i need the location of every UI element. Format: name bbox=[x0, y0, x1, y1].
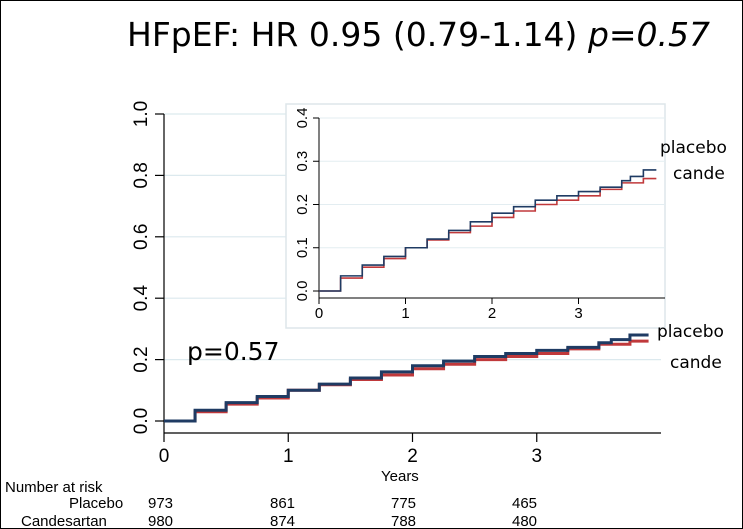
risk-placebo-3: 465 bbox=[512, 495, 538, 512]
risk-row-label-placebo: Placebo bbox=[69, 495, 124, 512]
risk-candesartan-2: 788 bbox=[391, 513, 417, 529]
main-label-placebo: placebo bbox=[657, 322, 724, 342]
inset-y-tick-label-3: 0.3 bbox=[294, 151, 311, 172]
main-y-tick-label-2: 0.4 bbox=[131, 285, 152, 312]
inset-x-tick-label-1: 1 bbox=[401, 305, 409, 322]
risk-candesartan-3: 480 bbox=[512, 513, 538, 529]
main-series-placebo bbox=[164, 333, 649, 423]
title-main: HFpEF: HR 0.95 (0.79-1.14) bbox=[127, 15, 578, 54]
inset-y-tick-label-0: 0.0 bbox=[294, 281, 311, 302]
inset-x-tick-label-2: 2 bbox=[488, 305, 496, 322]
inset-y-tick-label-2: 0.2 bbox=[294, 194, 311, 215]
risk-placebo-2: 775 bbox=[391, 495, 417, 512]
main-series bbox=[164, 333, 649, 423]
title-p-value: p=0.57 bbox=[587, 15, 711, 54]
x-axis-label: Years bbox=[381, 468, 419, 485]
main-x-tick-label-2: 2 bbox=[407, 446, 418, 467]
inset-label-placebo: placebo bbox=[660, 138, 727, 158]
main-axes: 0.0 0.2 0.4 0.6 0.8 1.0 0 1 2 3 bbox=[131, 101, 661, 467]
inset-y-tick-label-4: 0.4 bbox=[294, 108, 311, 129]
inset-series-placebo bbox=[319, 169, 657, 292]
risk-table-header: Number at risk bbox=[5, 479, 103, 496]
risk-row-label-candesartan: Candesartan bbox=[21, 513, 107, 529]
main-label-cande: cande bbox=[670, 353, 722, 373]
inset-chart: 0.0 0.1 0.2 0.3 0.4 0 1 2 3 bbox=[285, 103, 666, 329]
main-x-tick-label-1: 1 bbox=[283, 446, 294, 467]
inset-label-cande: cande bbox=[673, 164, 725, 184]
main-x-tick-label-0: 0 bbox=[159, 446, 170, 467]
main-y-tick-label-4: 0.8 bbox=[131, 162, 152, 188]
inset-x-tick-label-3: 3 bbox=[574, 305, 582, 322]
inset-x-tick-label-0: 0 bbox=[315, 305, 323, 322]
inset-background bbox=[285, 103, 666, 329]
main-y-tick-label-1: 0.2 bbox=[131, 346, 152, 372]
inset-y-tick-label-1: 0.1 bbox=[294, 237, 311, 258]
risk-placebo-1: 861 bbox=[270, 495, 296, 512]
p-value-annotation: p=0.57 bbox=[187, 337, 280, 366]
risk-candesartan-1: 874 bbox=[270, 513, 296, 529]
main-y-tick-label-5: 1.0 bbox=[131, 101, 152, 127]
risk-candesartan-0: 980 bbox=[148, 513, 174, 529]
risk-placebo-0: 973 bbox=[148, 495, 174, 512]
main-y-tick-label-0: 0.0 bbox=[131, 408, 152, 434]
main-x-tick-label-3: 3 bbox=[531, 446, 542, 467]
chart-title: HFpEF: HR 0.95 (0.79-1.14) p=0.57 bbox=[127, 15, 710, 54]
main-y-tick-label-3: 0.6 bbox=[131, 224, 152, 250]
